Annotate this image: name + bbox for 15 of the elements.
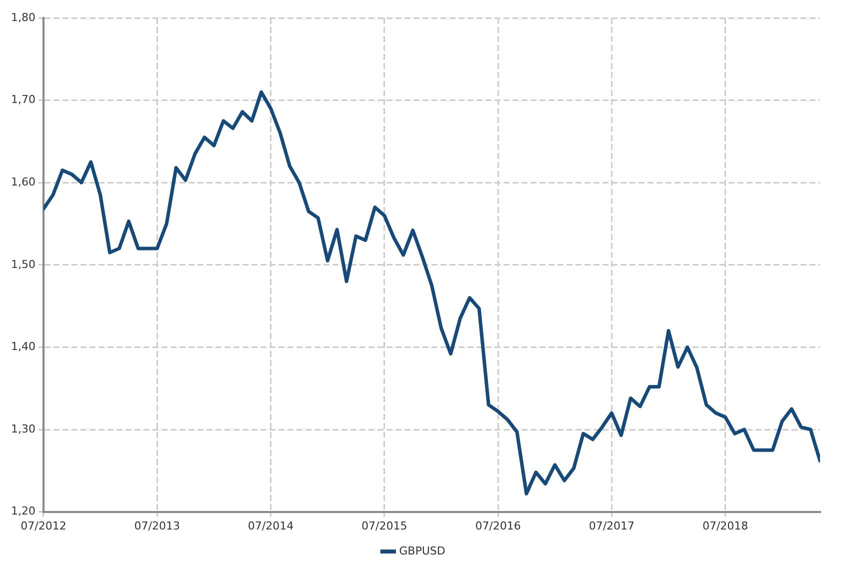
x-tick-label: 07/2015: [362, 519, 408, 532]
y-tick-label: 1,50: [10, 258, 36, 271]
y-tick-label: 1,60: [10, 175, 36, 188]
x-tick-label: 07/2017: [588, 519, 635, 532]
y-tick-label: 1,80: [10, 10, 36, 24]
y-tick-label: 1,20: [10, 504, 36, 518]
x-tick-label: 07/2018: [702, 519, 748, 532]
x-tick-label: 07/2013: [134, 519, 180, 532]
y-tick-label: 1,30: [10, 422, 36, 436]
x-tick-label: 07/2012: [20, 519, 66, 532]
y-tick-label: 1,40: [10, 340, 36, 354]
y-tick-label: 1,70: [10, 93, 36, 106]
legend-label: GBPUSD: [399, 544, 446, 558]
x-tick-label: 07/2014: [248, 519, 294, 532]
x-tick-label: 07/2016: [475, 519, 521, 532]
